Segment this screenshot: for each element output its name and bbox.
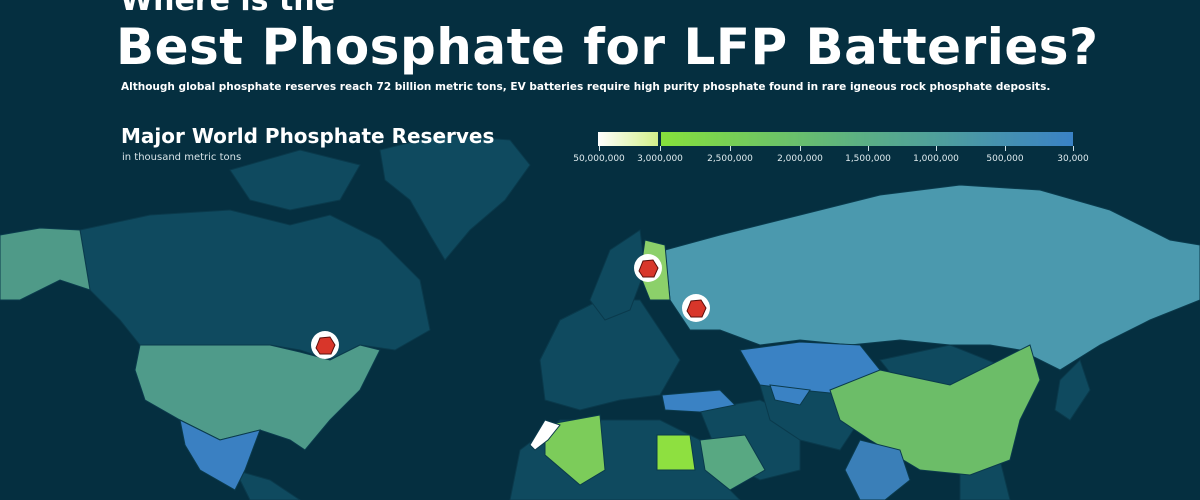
pre-title: Where is the	[120, 0, 336, 18]
turkey	[661, 389, 737, 413]
legend-tick	[800, 146, 801, 151]
legend-bar-max	[598, 132, 658, 146]
rock-marker-canada[interactable]	[311, 331, 339, 359]
egypt	[656, 434, 696, 471]
greenland	[379, 134, 531, 261]
legend-title: Major World Phosphate Reserves	[121, 124, 495, 148]
legend-tick	[730, 146, 731, 151]
china	[829, 344, 1041, 476]
canada	[79, 209, 431, 361]
legend-bar-gradient	[661, 132, 1073, 146]
legend-tick	[599, 146, 600, 151]
legend-tick	[660, 146, 661, 151]
legend-tick-label: 3,000,000	[637, 154, 683, 164]
legend-unit: in thousand metric tons	[122, 152, 242, 163]
morocco	[529, 419, 561, 451]
legend-tick	[868, 146, 869, 151]
usa	[134, 344, 381, 451]
legend-tick	[1073, 146, 1074, 151]
legend-tick-label: 1,500,000	[845, 154, 891, 164]
legend-tick-label: 50,000,000	[573, 154, 625, 164]
legend-tick-label: 2,000,000	[777, 154, 823, 164]
legend-tick-label: 500,000	[986, 154, 1024, 164]
rock-icon	[638, 259, 659, 278]
legend-tick	[936, 146, 937, 151]
legend-tick-label: 1,000,000	[913, 154, 959, 164]
rock-icon	[315, 336, 336, 355]
rock-marker-finland[interactable]	[634, 254, 662, 282]
arctic-islands	[229, 149, 361, 211]
legend-tick-label: 2,500,000	[707, 154, 753, 164]
uzbekistan	[769, 384, 811, 406]
algeria	[544, 414, 606, 486]
russia	[664, 184, 1200, 371]
japan	[1054, 359, 1091, 421]
subtitle: Although global phosphate reserves reach…	[121, 81, 1051, 93]
legend-tick-label: 30,000	[1057, 154, 1089, 164]
alaska	[0, 227, 91, 301]
central-america	[234, 469, 301, 500]
saudi-arabia	[699, 434, 766, 491]
page-title: Best Phosphate for LFP Batteries?	[116, 18, 1099, 76]
india	[844, 439, 911, 500]
legend-tick	[1005, 146, 1006, 151]
mexico	[179, 419, 261, 491]
rock-marker-russia[interactable]	[682, 294, 710, 322]
rock-icon	[686, 299, 707, 318]
